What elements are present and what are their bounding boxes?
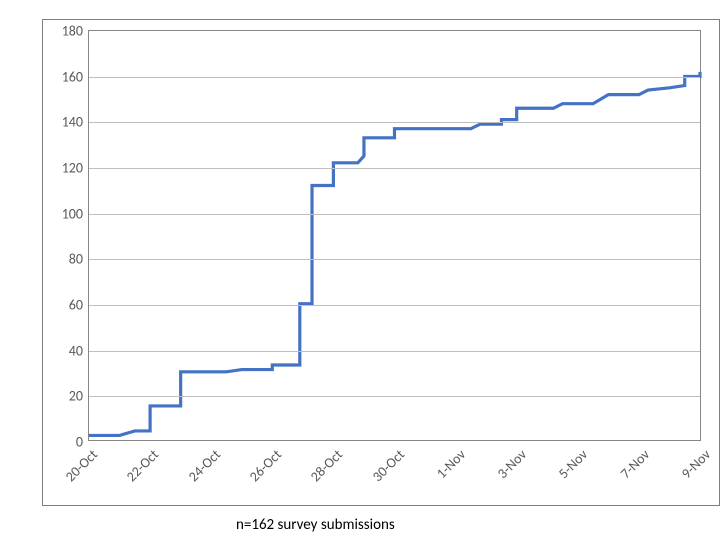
series-polyline: [89, 72, 700, 436]
gridline: [89, 214, 700, 215]
ytick-label: 160: [62, 68, 83, 85]
gridline: [89, 77, 700, 78]
gridline: [89, 259, 700, 260]
gridline: [89, 122, 700, 123]
ytick-label: 80: [69, 251, 83, 268]
ytick-label: 20: [69, 388, 83, 405]
ytick-label: 180: [62, 23, 83, 40]
ytick-label: 100: [62, 205, 83, 222]
gridline: [89, 351, 700, 352]
ytick-label: 140: [62, 114, 83, 131]
ytick-label: 40: [69, 342, 83, 359]
ytick-label: 120: [62, 160, 83, 177]
gridline: [89, 168, 700, 169]
ytick-label: 60: [69, 297, 83, 314]
ytick-label: 0: [76, 434, 83, 451]
line-series-svg: [89, 31, 700, 440]
caption-text: n=162 survey submissions: [236, 516, 395, 534]
gridline: [89, 396, 700, 397]
plot-area: 02040608010012014016018020-Oct22-Oct24-O…: [88, 30, 701, 441]
gridline: [89, 305, 700, 306]
